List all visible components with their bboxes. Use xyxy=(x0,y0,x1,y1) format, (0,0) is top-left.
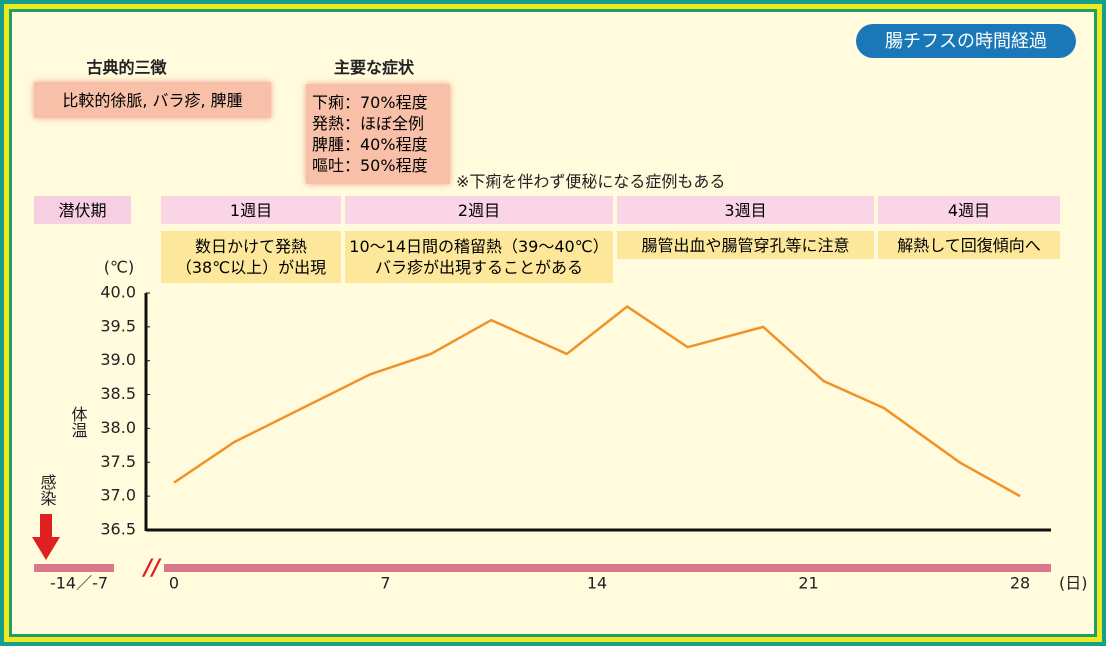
pre-tick: -14／-7 xyxy=(50,574,108,593)
x-tick-label: 28 xyxy=(1010,574,1030,593)
break-mark: // xyxy=(141,556,162,581)
triad-box: 比較的徐脈, バラ疹, 脾腫 xyxy=(34,82,271,118)
phase-label: 2週目 xyxy=(345,196,613,224)
y-tick-label: 39.0 xyxy=(100,350,136,369)
y-tick-label: 37.0 xyxy=(100,486,136,505)
arrow xyxy=(32,537,60,560)
axis-band xyxy=(164,564,1051,572)
x-tick-label: 0 xyxy=(169,574,179,593)
symptom-line: 下痢：70%程度 xyxy=(312,93,428,112)
annotation: 感染 xyxy=(38,474,57,506)
y-tick-label: 39.5 xyxy=(100,316,136,335)
y-label: 体温 xyxy=(69,406,88,438)
phase-desc: 腸管出血や腸管穿孔等に注意 xyxy=(617,231,874,259)
section-title: 古典的三徴 xyxy=(86,58,167,77)
phase-desc: 数日かけて発熱 （38℃以上）が出現 xyxy=(161,231,341,283)
symptom-line: 発熱：ほぼ全例 xyxy=(312,114,425,133)
phase-desc-line: 解熱して回復傾向へ xyxy=(897,235,1041,255)
symptom-line: 脾腫：40%程度 xyxy=(312,135,428,154)
phase-desc: 10～14日間の稽留熱（39～40℃） バラ疹が出現することがある xyxy=(345,231,613,283)
y-tick-label: 40.0 xyxy=(100,283,136,302)
phase-desc-line: 腸管出血や腸管穿孔等に注意 xyxy=(641,235,850,255)
badge: 腸チフスの時間経過 xyxy=(856,24,1076,58)
x-tick-label: 14 xyxy=(587,574,607,593)
x-tick-label: 21 xyxy=(798,574,818,593)
axis-band xyxy=(34,564,114,572)
y-unit: (℃) xyxy=(104,258,134,277)
x-unit: (日) xyxy=(1059,574,1088,593)
phase-desc: 解熱して回復傾向へ xyxy=(878,231,1060,259)
y-tick-label: 38.5 xyxy=(100,384,136,403)
section-title: 主要な症状 xyxy=(333,58,414,77)
phase-desc-line: 数日かけて発熱 xyxy=(194,237,307,256)
y-tick-label: 37.5 xyxy=(100,452,136,471)
y-tick-label: 38.0 xyxy=(100,418,136,437)
chart: // -14／-7 (日) (℃) 体温 感染 36.5 37.0 37.5 38.0… xyxy=(32,258,1088,593)
x-tick-label: 7 xyxy=(380,574,390,593)
phase-desc-line: 10～14日間の稽留熱（39～40℃） xyxy=(349,237,609,256)
y-tick-label: 36.5 xyxy=(100,520,136,539)
phase-label: 潜伏期 xyxy=(34,196,131,224)
symptom-box: 下痢：70%程度 発熱：ほぼ全例 脾腫：40%程度 嘔吐：50%程度 xyxy=(306,84,450,184)
symptom-line: 嘔吐：50%程度 xyxy=(312,156,428,175)
phase-desc-line: バラ疹が出現することがある xyxy=(374,258,583,277)
phase-label: 4週目 xyxy=(878,196,1060,224)
line xyxy=(173,304,1021,498)
phase-label: 1週目 xyxy=(161,196,341,224)
phase-desc-line: （38℃以上）が出現 xyxy=(175,258,327,277)
phase-label: 3週目 xyxy=(617,196,874,224)
arrow xyxy=(40,514,52,538)
note: ※下痢を伴わず便秘になる症例もある xyxy=(456,172,726,191)
